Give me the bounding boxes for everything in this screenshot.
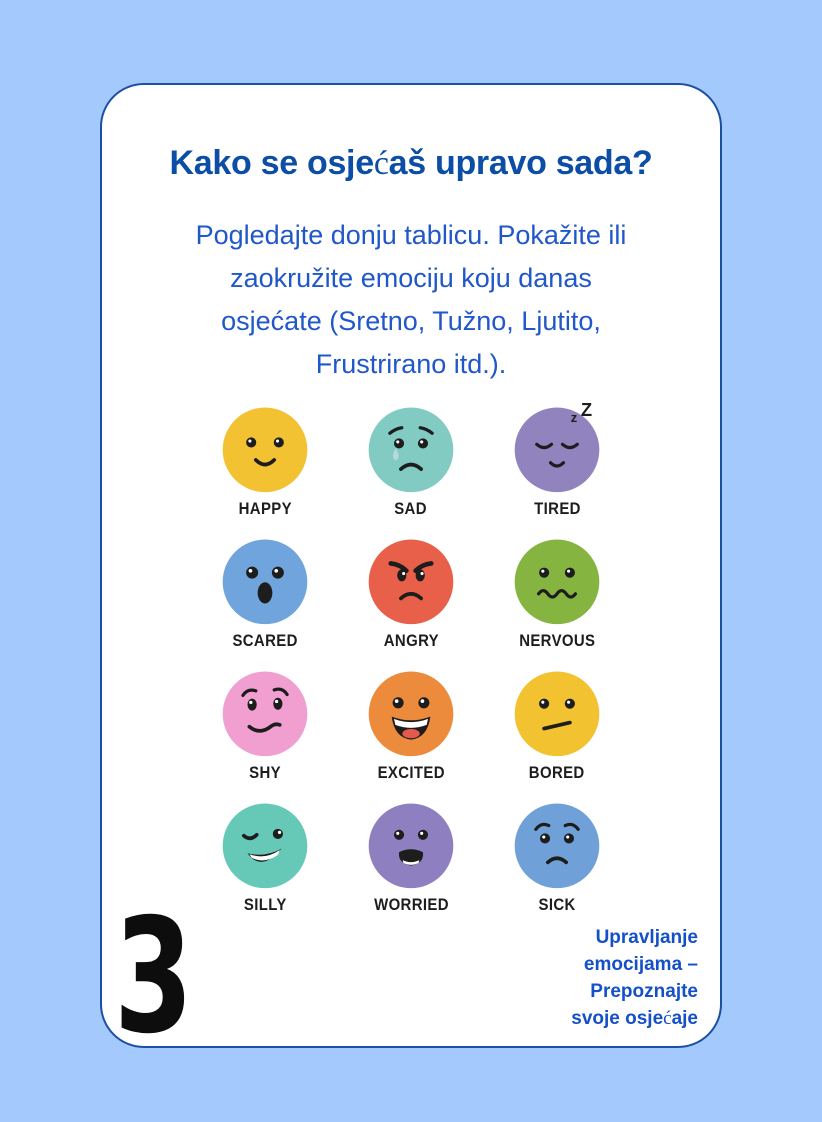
footer-series-title: Upravljanje emocijama – Prepoznajte svoj… xyxy=(571,924,698,1032)
emotion-label: EXCITED xyxy=(377,763,445,782)
emotion-label: WORRIED xyxy=(373,895,449,914)
emotion-sick[interactable]: SICK xyxy=(497,798,617,915)
emotion-label: NERVOUS xyxy=(518,631,596,650)
silly-face-icon xyxy=(222,803,308,889)
emotion-bored[interactable]: BORED xyxy=(497,666,617,783)
nervous-face-icon xyxy=(514,539,600,625)
emotion-excited[interactable]: EXCITED xyxy=(351,666,471,783)
emotion-happy[interactable]: HAPPY xyxy=(205,402,325,519)
emotion-sad[interactable]: SAD xyxy=(351,402,471,519)
emotion-grid: HAPPY SAD z Z xyxy=(192,399,630,915)
emotion-nervous[interactable]: NERVOUS xyxy=(497,534,617,651)
tired-face-icon: z Z xyxy=(514,399,600,493)
emotion-label: SAD xyxy=(394,499,428,518)
shy-face-icon xyxy=(222,671,308,757)
snore-small-z: z xyxy=(571,410,577,425)
instructions-text: Pogledajte donju tablicu. Pokažite ili z… xyxy=(195,220,627,379)
emotion-angry[interactable]: ANGRY xyxy=(351,534,471,651)
emotion-label: SHY xyxy=(249,763,281,782)
sad-face-icon xyxy=(368,407,454,493)
emotion-label: SCARED xyxy=(232,631,298,650)
emotion-tired[interactable]: z Z TIRED xyxy=(497,399,617,519)
emotion-scared[interactable]: SCARED xyxy=(205,534,325,651)
worried-face-icon xyxy=(368,803,454,889)
emotion-label: SILLY xyxy=(243,895,287,914)
emotion-label: SICK xyxy=(538,895,576,914)
emotion-label: BORED xyxy=(529,763,585,782)
emotion-label: HAPPY xyxy=(238,499,292,518)
page-number: 3 xyxy=(114,885,194,1069)
page-title: Kako se osjećaš upravo sada? xyxy=(169,144,653,182)
footer-line: Upravljanje xyxy=(595,927,698,948)
footer-line: svoje osjećaje xyxy=(571,1008,698,1029)
bored-face-icon xyxy=(514,671,600,757)
angry-face-icon xyxy=(368,539,454,625)
snore-large-z: Z xyxy=(581,399,592,420)
happy-face-icon xyxy=(222,407,308,493)
emotion-worried[interactable]: WORRIED xyxy=(351,798,471,915)
emotion-label: ANGRY xyxy=(383,631,439,650)
emotion-shy[interactable]: SHY xyxy=(205,666,325,783)
sick-face-icon xyxy=(514,803,600,889)
scared-face-icon xyxy=(222,539,308,625)
excited-face-icon xyxy=(368,671,454,757)
worksheet-card: Kako se osjećaš upravo sada? Pogledajte … xyxy=(100,83,722,1069)
footer-line: Prepoznajte xyxy=(590,981,698,1002)
emotion-label: TIRED xyxy=(533,499,581,518)
emotion-silly[interactable]: SILLY xyxy=(205,798,325,915)
footer-line: emocijama – xyxy=(583,954,698,975)
